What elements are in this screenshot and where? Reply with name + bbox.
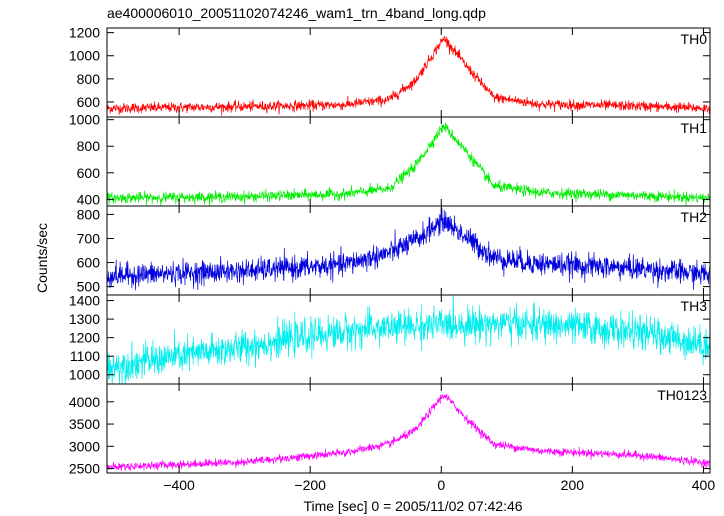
panel-th0123: 2500 3000 3500 4000 TH0123 bbox=[69, 383, 711, 477]
x-tick-label: 200 bbox=[561, 477, 585, 493]
y-tick-label: 3000 bbox=[69, 438, 100, 454]
y-tick-label: 4000 bbox=[69, 394, 100, 410]
x-tick-label: −200 bbox=[294, 477, 326, 493]
y-tick-label: 600 bbox=[77, 255, 101, 271]
y-tick-label: 400 bbox=[77, 191, 101, 207]
y-tick-label: 2500 bbox=[69, 461, 100, 477]
y-tick-label: 600 bbox=[77, 94, 101, 110]
panel-label: TH0 bbox=[681, 31, 708, 47]
y-axis-label: Counts/sec bbox=[34, 223, 50, 293]
y-tick-label: 1200 bbox=[69, 25, 100, 41]
panel-label: TH1 bbox=[681, 120, 708, 136]
y-tick-label: 1000 bbox=[69, 112, 100, 128]
y-tick-label: 1200 bbox=[69, 330, 100, 346]
y-tick-label: 3500 bbox=[69, 416, 100, 432]
x-axis-label: Time [sec] 0 = 2005/11/02 07:42:46 bbox=[303, 498, 522, 514]
y-tick-label: 1400 bbox=[69, 293, 100, 309]
panel-th1: 400 600 800 1000 TH1 bbox=[69, 112, 711, 207]
series-line-th3 bbox=[107, 295, 710, 384]
panel-th2: 500 600 700 800 TH2 bbox=[77, 205, 711, 296]
y-tick-label: 800 bbox=[77, 138, 101, 154]
x-tick-label: 400 bbox=[692, 477, 716, 493]
panel-th3: 1000 1100 1200 1300 1400 TH3 bbox=[69, 293, 711, 385]
panel-frame bbox=[106, 383, 711, 474]
y-tick-label: 500 bbox=[77, 279, 101, 295]
y-tick-label: 1000 bbox=[69, 367, 100, 383]
series-line-th1 bbox=[107, 122, 710, 206]
y-tick-label: 800 bbox=[77, 206, 101, 222]
panel-label: TH2 bbox=[681, 209, 708, 225]
x-tick-label: 0 bbox=[437, 477, 445, 493]
y-tick-label: 1100 bbox=[70, 348, 100, 364]
series-line-th0 bbox=[107, 35, 710, 116]
panel-label: TH3 bbox=[681, 298, 708, 314]
panel-label: TH0123 bbox=[657, 387, 707, 403]
y-tick-label: 600 bbox=[77, 165, 101, 181]
series-line-th2 bbox=[107, 207, 710, 291]
panel-th0: 600 800 1000 1200 TH0 bbox=[69, 25, 711, 118]
x-tick-label: −400 bbox=[163, 477, 195, 493]
y-tick-label: 1300 bbox=[69, 311, 100, 327]
y-tick-label: 700 bbox=[77, 230, 101, 246]
chart-title: ae400006010_20051102074246_wam1_trn_4ban… bbox=[107, 5, 486, 21]
panels: 600 800 1000 1200 TH0 400 600 800 1000 TH1 500 600 7… bbox=[69, 25, 715, 493]
y-tick-label: 1000 bbox=[69, 48, 100, 64]
series-line-th0123 bbox=[107, 393, 710, 472]
y-tick-label: 800 bbox=[77, 71, 101, 87]
